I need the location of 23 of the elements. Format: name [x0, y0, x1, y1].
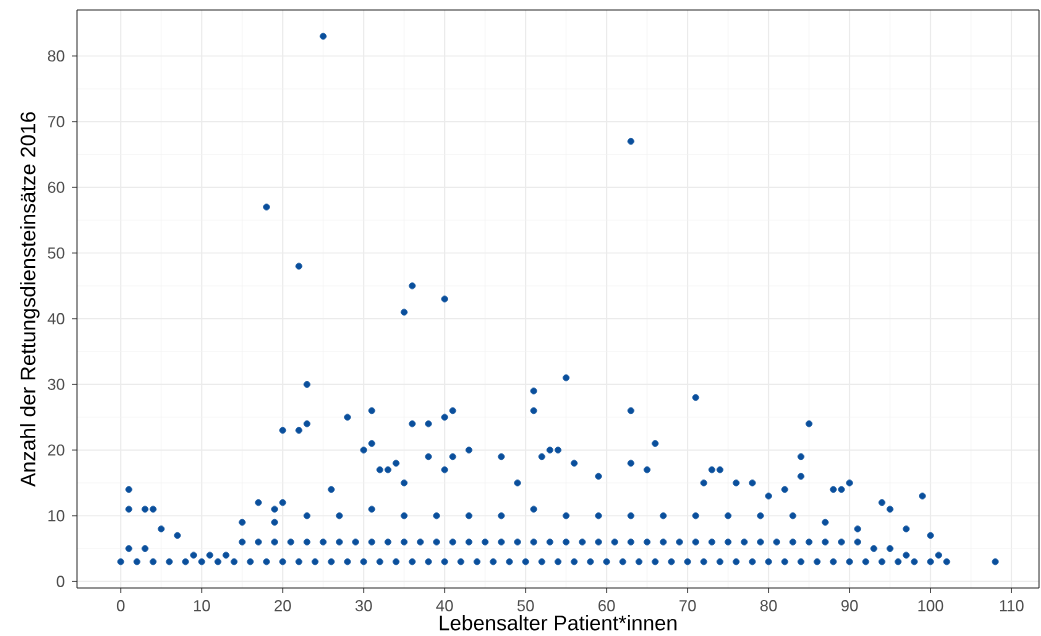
x-tick-label: 70 — [679, 600, 696, 612]
y-tick-label: 50 — [47, 247, 65, 259]
y-tick-label: 40 — [47, 313, 65, 325]
x-tick-label: 50 — [517, 600, 534, 612]
y-tick-label: 60 — [48, 181, 65, 193]
y-tick-label: 10 — [48, 510, 65, 522]
x-tick-label: 30 — [355, 600, 372, 612]
x-tick-label: 90 — [841, 600, 858, 612]
x-tick-label: 0 — [116, 600, 125, 612]
y-tick-label: 80 — [47, 50, 65, 62]
x-tick-label: 110 — [999, 600, 1024, 612]
x-tick-label: 40 — [436, 600, 453, 612]
x-tick-label: 60 — [598, 600, 615, 612]
y-axis-title: Anzahl der Rettungsdiensteinsätze 2016 — [20, 112, 40, 487]
y-tick-label: 0 — [56, 575, 65, 588]
x-tick-label: 100 — [918, 600, 944, 612]
x-tick-label: 10 — [194, 600, 210, 612]
x-axis-title: Lebensalter Patient*innen — [439, 615, 677, 631]
y-tick-label: 20 — [48, 444, 65, 456]
x-tick-label: 20 — [274, 600, 291, 612]
y-tick-label: 30 — [47, 378, 65, 391]
y-tick-label: 70 — [48, 116, 65, 128]
x-tick-label: 80 — [760, 600, 777, 612]
